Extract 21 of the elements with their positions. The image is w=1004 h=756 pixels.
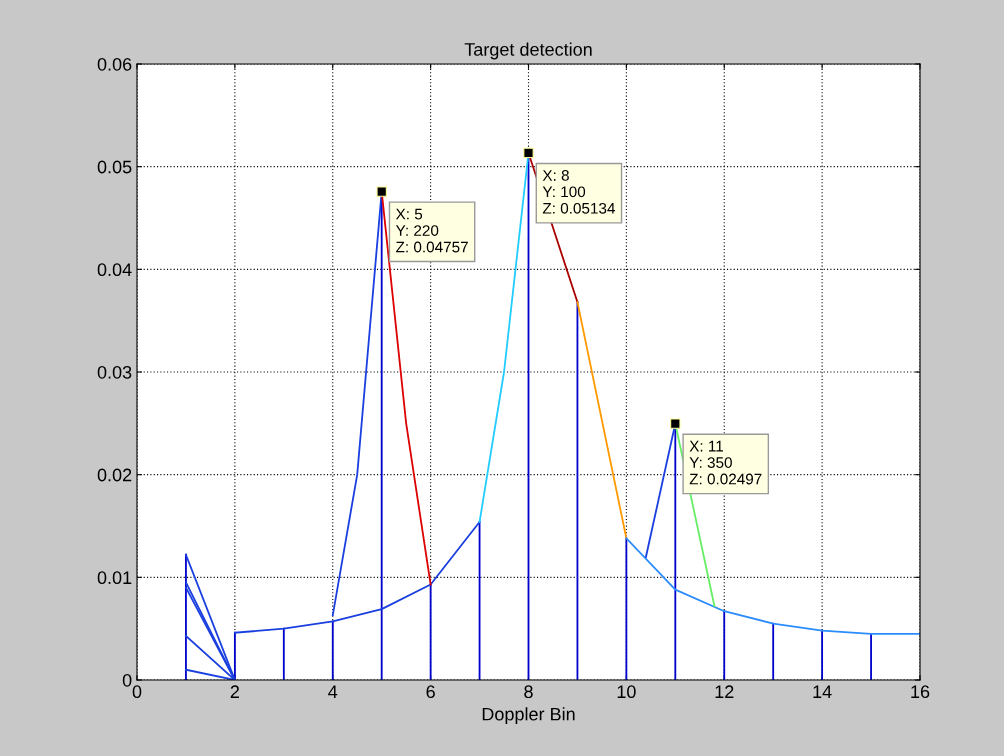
x-tick-label: 14 <box>813 685 832 698</box>
x-tick-label: 6 <box>426 685 435 699</box>
y-tick-label: 0.02 <box>97 468 132 482</box>
x-tick-label: 4 <box>328 685 338 698</box>
y-tick-label: 0.05 <box>97 160 132 174</box>
y-tick-label: 0.04 <box>97 263 132 277</box>
annotation: X: 8 Y: 100 Z: 0.05134 <box>542 169 615 214</box>
x-tick-label: 2 <box>230 685 239 698</box>
y-tick-label: 0.01 <box>97 571 132 585</box>
annotation: X: 5 Y: 220 Z: 0.04757 <box>395 208 468 253</box>
x-tick-label: 0 <box>132 685 142 699</box>
x-tick-label: 10 <box>617 685 636 699</box>
annotation: X: 11 Y: 350 Z: 0.02497 <box>689 440 762 485</box>
x-tick-label: 16 <box>911 685 930 699</box>
x-tick-label: 12 <box>715 685 734 698</box>
y-tick-label: 0.03 <box>97 365 132 379</box>
y-tick-label: 0 <box>122 673 132 687</box>
x-axis-title: Doppler Bin <box>482 707 575 725</box>
y-tick-label: 0.06 <box>97 57 132 71</box>
x-tick-label: 8 <box>524 685 533 699</box>
chart-title: Target detection <box>464 42 592 60</box>
